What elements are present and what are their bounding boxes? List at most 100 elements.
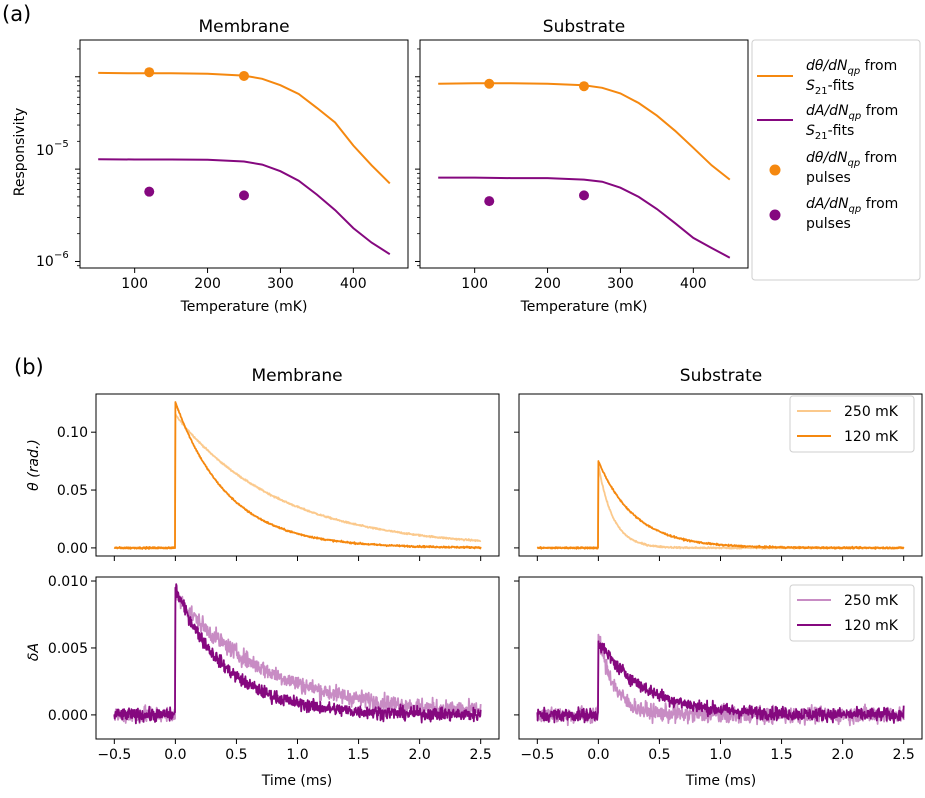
chart-4: −0.5 0.0 0.5 1.0 1.5 2.0 2.5 0.000 0.005 0.010	[48, 574, 500, 763]
xtick-label-0-2: 300	[267, 276, 294, 292]
xtick-label-4-2: 0.5	[225, 747, 247, 763]
xtick-label-0-1: 200	[194, 276, 221, 292]
legend-a: dθ/dNqp from S21-fits dA/dNqp from S21-f…	[751, 39, 921, 281]
point-1-3-0	[484, 196, 495, 207]
svg-text:250 mK: 250 mK	[844, 593, 899, 609]
legend-a-item-0: dθ/dNqp from S21-fits	[757, 58, 897, 97]
panel-b-label: (b)	[14, 355, 44, 379]
chart-1: 100 200 300 400	[415, 39, 749, 292]
svg-text:S21-fits: S21-fits	[806, 78, 854, 97]
legend-a-item-1: dA/dNqp from S21-fits	[757, 103, 898, 142]
svg-text:250 mK: 250 mK	[844, 404, 899, 420]
xtick-label-1-2: 300	[607, 276, 634, 292]
title-b-substrate: Substrate	[680, 366, 762, 386]
title-a-substrate: Substrate	[543, 17, 625, 37]
series-line-1-1	[438, 176, 731, 259]
series-trace-2-1	[113, 401, 482, 550]
point-1-2-0	[484, 78, 495, 89]
legend-a-item-3: dA/dNqp from pulses	[769, 196, 898, 232]
xtick-label-5-3: 1.0	[709, 747, 731, 763]
title-b-membrane: Membrane	[251, 366, 342, 386]
chart-3	[514, 393, 923, 561]
svg-text:10: 10	[36, 143, 54, 159]
ytick-label-2-2: 0.10	[57, 425, 88, 441]
svg-text:dθ/dNqp from: dθ/dNqp from	[806, 150, 897, 169]
svg-text:dA/dNqp from: dA/dNqp from	[806, 103, 898, 122]
svg-text:pulses: pulses	[806, 216, 851, 232]
point-1-3-1	[579, 190, 589, 201]
xtick-label-1-0: 100	[461, 276, 488, 292]
xtick-label-5-1: 0.0	[587, 747, 609, 763]
ytick-label-4-0: 0.000	[48, 708, 88, 724]
series-line-1-0	[438, 82, 731, 181]
svg-text:pulses: pulses	[806, 170, 851, 186]
xtick-label-5-2: 0.5	[648, 747, 670, 763]
xtick-label-4-6: 2.5	[470, 747, 492, 763]
plot-area-4	[113, 583, 482, 725]
plot-area-0	[98, 67, 391, 256]
point-0-3-0	[144, 186, 155, 197]
xlabel-time-membrane: Time (ms)	[261, 773, 333, 789]
series-trace-4-1	[113, 583, 482, 725]
xlabel-temp-membrane: Temperature (mK)	[180, 299, 308, 315]
ytick-label-4-2: 0.010	[48, 574, 88, 590]
xtick-label-1-3: 400	[680, 276, 707, 292]
xtick-label-4-5: 2.0	[408, 747, 430, 763]
ytick-label-1e-6: 10 −6	[36, 250, 69, 270]
svg-text:−6: −6	[54, 250, 69, 261]
series-line-0-0	[98, 71, 391, 185]
xlabel-temp-substrate: Temperature (mK)	[520, 299, 648, 315]
svg-text:120 mK: 120 mK	[844, 618, 899, 634]
svg-text:S21-fits: S21-fits	[806, 123, 854, 142]
point-1-2-1	[579, 81, 589, 92]
series-trace-3-0	[536, 463, 905, 550]
ylabel-dA: δA	[26, 643, 42, 661]
xtick-label-5-4: 1.5	[770, 747, 792, 763]
legend-dA: 250 mK 120 mK	[789, 584, 915, 642]
xtick-label-5-0: −0.5	[520, 747, 554, 763]
panel-a-label: (a)	[2, 2, 31, 26]
xlabel-time-substrate: Time (ms)	[685, 773, 757, 789]
series-trace-5-1	[536, 640, 905, 724]
axes-frame-2	[95, 393, 500, 557]
ytick-label-2-0: 0.00	[57, 541, 88, 557]
xtick-label-1-1: 200	[534, 276, 561, 292]
plot-area-2	[113, 401, 482, 550]
chart-0: 100 200 300 400	[75, 39, 409, 292]
plot-area-5	[536, 633, 905, 727]
ytick-label-4-1: 0.005	[48, 641, 88, 657]
xtick-label-4-4: 1.5	[347, 747, 369, 763]
svg-text:dA/dNqp from: dA/dNqp from	[806, 196, 898, 215]
ylabel-responsivity: Responsivity	[12, 108, 28, 196]
svg-text:10: 10	[36, 254, 54, 270]
plot-area-3	[536, 460, 905, 550]
xtick-label-4-0: −0.5	[97, 747, 131, 763]
point-0-2-0	[144, 67, 155, 78]
series-trace-2-0	[113, 413, 482, 550]
series-trace-3-1	[536, 460, 905, 550]
point-0-3-1	[239, 190, 249, 201]
axes-frame-0	[79, 39, 409, 269]
xtick-label-5-6: 2.5	[893, 747, 915, 763]
series-line-0-1	[98, 158, 391, 256]
ytick-label-2-1: 0.05	[57, 483, 88, 499]
legend-a-item-2: dθ/dNqp from pulses	[769, 150, 897, 186]
svg-text:−5: −5	[54, 139, 69, 150]
legend-theta: 250 mK 120 mK	[789, 395, 915, 453]
charts: 100 200 300 400 100 200 300 400 0.00 0.05 0.10 −0.5…	[48, 39, 923, 763]
xtick-label-4-3: 1.0	[286, 747, 308, 763]
xtick-label-0-0: 100	[121, 276, 148, 292]
plot-area-1	[438, 78, 731, 259]
ylabel-theta: θ (rad.)	[26, 439, 42, 491]
title-a-membrane: Membrane	[198, 17, 289, 37]
axes-frame-1	[419, 39, 749, 269]
xtick-label-5-5: 2.0	[831, 747, 853, 763]
chart-5: −0.5 0.0 0.5 1.0 1.5 2.0 2.5	[514, 576, 923, 763]
svg-text:dθ/dNqp from: dθ/dNqp from	[806, 58, 897, 77]
point-0-2-1	[239, 70, 249, 81]
xtick-label-0-3: 400	[340, 276, 367, 292]
svg-text:120 mK: 120 mK	[844, 429, 899, 445]
xtick-label-4-1: 0.0	[164, 747, 186, 763]
chart-2: 0.00 0.05 0.10	[57, 393, 500, 561]
